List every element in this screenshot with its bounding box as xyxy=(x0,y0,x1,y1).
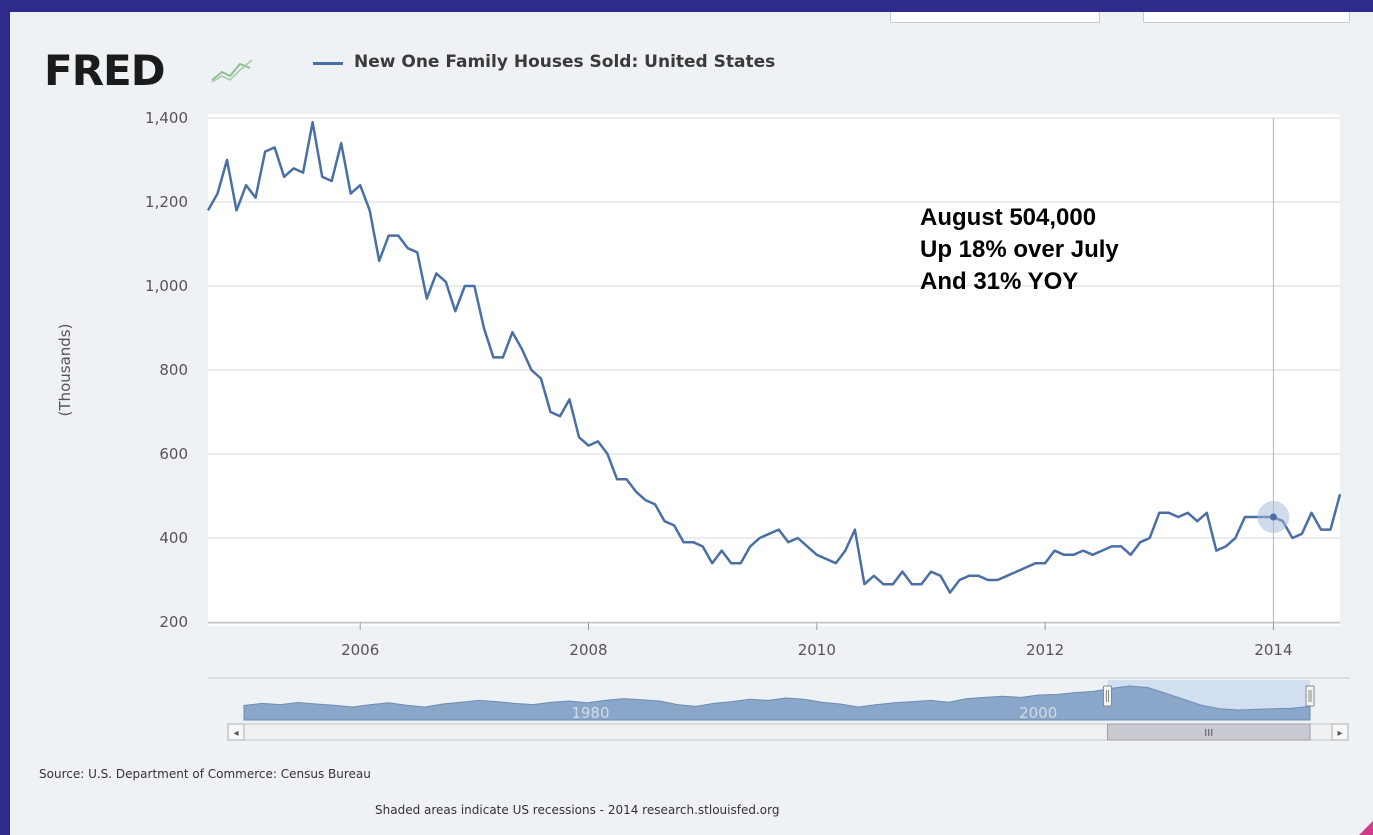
y-tick-label: 400 xyxy=(159,529,188,547)
y-tick-label: 800 xyxy=(159,361,188,379)
y-axis-label: (Thousands) xyxy=(56,324,74,417)
legend-series-label: New One Family Houses Sold: United State… xyxy=(354,52,776,72)
hover-point xyxy=(1269,513,1277,521)
annotation-line: And 31% YOY xyxy=(920,268,1079,295)
x-tick-label: 2014 xyxy=(1254,641,1292,659)
corner-accent xyxy=(1359,821,1373,835)
scroll-right-icon: ▸ xyxy=(1337,728,1342,739)
y-tick-label: 200 xyxy=(159,613,188,631)
y-tick-label: 1,400 xyxy=(145,109,188,127)
scroll-thumb-grip-icon: III xyxy=(1204,728,1213,739)
y-tick-label: 600 xyxy=(159,445,188,463)
fred-sparkline-icon xyxy=(211,59,253,83)
x-tick-label: 2006 xyxy=(341,641,379,659)
x-tick-label: 2008 xyxy=(569,641,607,659)
navigator-year-label: 2000 xyxy=(1019,704,1057,722)
y-tick-label: 1,000 xyxy=(145,277,188,295)
date-range-box-start[interactable] xyxy=(890,12,1100,23)
series-line xyxy=(206,120,1342,594)
range-navigator[interactable]: 1980 2000 ◂ III ▸ xyxy=(10,12,1373,835)
navigator-handle[interactable] xyxy=(1305,685,1315,707)
navigator-year-label: 1980 xyxy=(571,704,609,722)
navigator-handle[interactable] xyxy=(1102,685,1112,707)
x-tick-label: 2010 xyxy=(798,641,836,659)
chart-panel: FRED New One Family Houses Sold: United … xyxy=(10,12,1373,835)
annotation-line: August 504,000 xyxy=(920,204,1097,231)
chart-annotation: August 504,000 Up 18% over July And 31% … xyxy=(920,202,1240,298)
scroll-right-button[interactable] xyxy=(1331,723,1349,741)
x-tick-label: 2012 xyxy=(1026,641,1064,659)
date-range-box-end[interactable] xyxy=(1143,12,1350,23)
line-chart: 200 400 600 800 1,000 1,200 1,400 2006 2008 2010 2… xyxy=(56,109,1342,659)
y-tick-label: 1,200 xyxy=(145,193,188,211)
scroll-left-button[interactable] xyxy=(227,723,245,741)
recession-footnote: Shaded areas indicate US recessions - 20… xyxy=(375,803,780,817)
source-note: Source: U.S. Department of Commerce: Cen… xyxy=(39,767,371,781)
legend-swatch xyxy=(313,62,343,65)
navigator-area xyxy=(243,685,1311,721)
annotation-line: Up 18% over July xyxy=(920,236,1119,263)
scroll-left-icon: ◂ xyxy=(233,728,238,739)
fred-logo: FRED xyxy=(44,46,166,95)
scrollbar-thumb[interactable] xyxy=(1106,723,1311,741)
